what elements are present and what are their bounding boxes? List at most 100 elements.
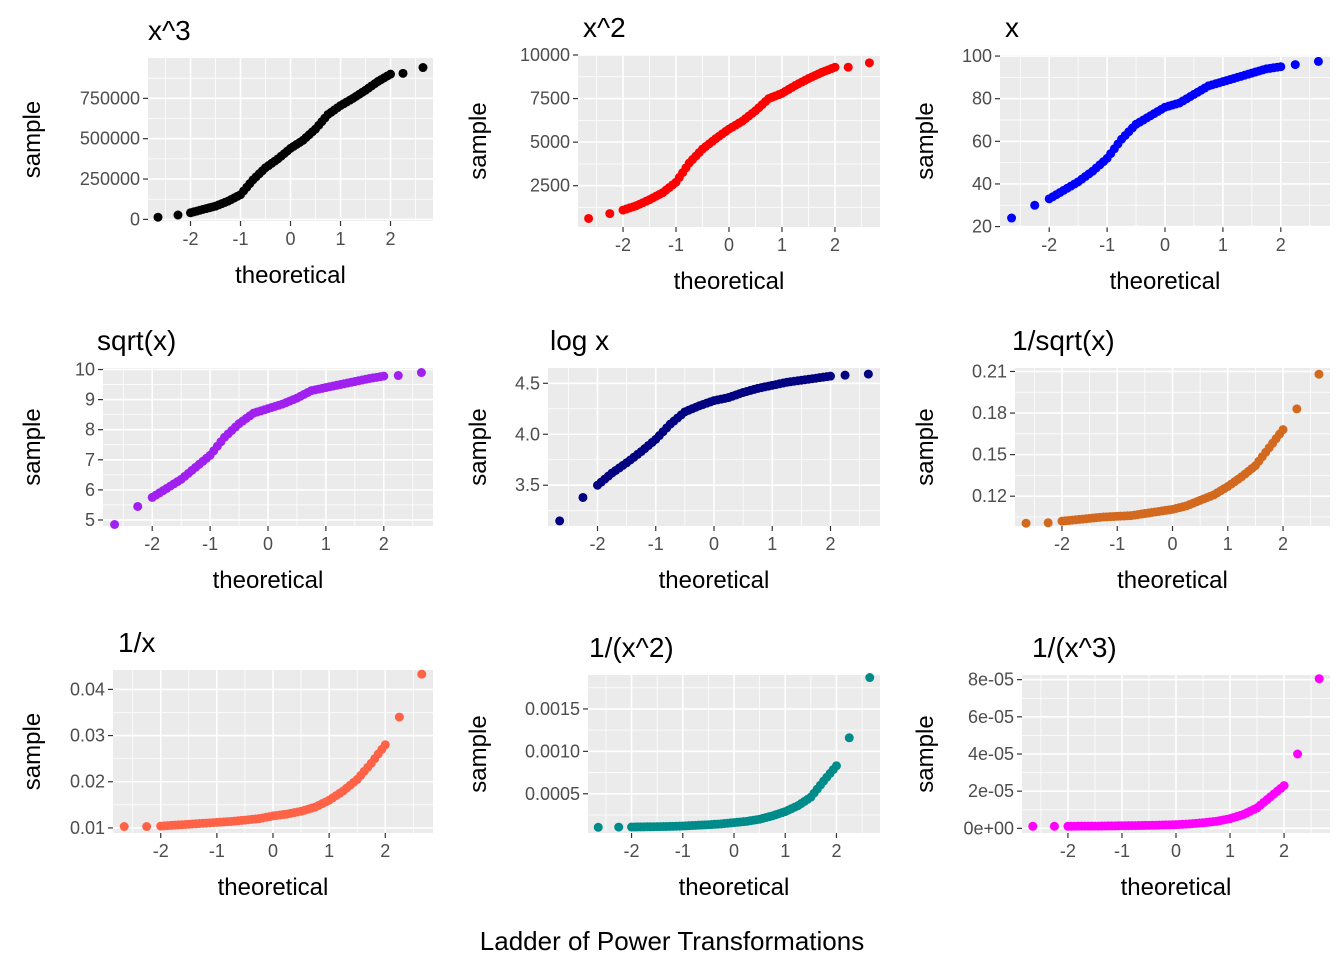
y-tick-label: 80	[972, 89, 992, 109]
y-tick-label: 0.03	[70, 726, 105, 746]
y-tick-label: 8e-05	[968, 670, 1014, 690]
y-tick-label: 9	[85, 390, 95, 410]
data-point	[417, 669, 427, 679]
x-tick-label: 1	[335, 229, 345, 249]
x-tick-label: 1	[1225, 841, 1235, 861]
x-tick-label: -1	[1114, 841, 1130, 861]
data-point	[865, 673, 875, 683]
x-tick-label: -1	[1109, 534, 1125, 554]
x-tick-label: -2	[153, 841, 169, 861]
data-point	[584, 213, 594, 223]
x-tick-label: 2	[831, 841, 841, 861]
data-point	[593, 822, 603, 832]
panel-title: x^3	[148, 15, 191, 46]
y-axis-label: sample	[465, 408, 492, 485]
x-tick-label: 1	[321, 534, 331, 554]
panel-3: -2 -1 0 1 2 20 40 60 80 100 x theoretical sample	[912, 12, 1330, 295]
data-point	[1313, 56, 1323, 66]
panel-title: sqrt(x)	[97, 325, 176, 356]
panel-title: log x	[550, 325, 609, 356]
x-axis-label: theoretical	[218, 874, 329, 901]
data-point	[1030, 200, 1040, 210]
y-tick-label: 0.02	[70, 772, 105, 792]
data-point	[1314, 369, 1324, 379]
x-tick-label: -1	[675, 841, 691, 861]
y-axis-label: sample	[465, 102, 492, 179]
x-tick-label: 1	[767, 534, 777, 554]
y-tick-label: 7	[85, 450, 95, 470]
y-tick-label: 500000	[80, 129, 140, 149]
y-axis-label: sample	[912, 715, 939, 792]
y-tick-label: 0.12	[972, 486, 1007, 506]
x-tick-label: -2	[615, 235, 631, 255]
x-tick-label: 2	[1278, 534, 1288, 554]
x-tick-label: -1	[1099, 235, 1115, 255]
x-tick-label: 0	[1160, 235, 1170, 255]
y-tick-label: 4.5	[515, 373, 540, 393]
data-point	[110, 519, 120, 529]
panel-6: -2 -1 0 1 2 0.12 0.15 0.18 0.211/sqrt(x) theoreti…	[912, 325, 1330, 594]
data-point	[1290, 60, 1300, 70]
x-tick-label: 1	[777, 235, 787, 255]
figure-caption: Ladder of Power Transformations	[480, 926, 864, 956]
x-axis-label: theoretical	[1117, 567, 1228, 594]
data-point	[863, 369, 873, 379]
x-tick-label: -2	[144, 534, 160, 554]
data-point	[398, 68, 408, 78]
x-tick-label: 2	[825, 534, 835, 554]
y-tick-label: 6	[85, 480, 95, 500]
y-tick-label: 0	[130, 209, 140, 229]
data-point	[1292, 404, 1302, 414]
data-point	[578, 492, 588, 502]
panel-8: -2 -1 0 1 2 0.0005 0.0010 0.0015 1/(x^2) theoreti…	[465, 632, 880, 901]
x-tick-label: 0	[1171, 841, 1181, 861]
data-point	[1293, 749, 1303, 759]
data-point	[133, 501, 143, 511]
data-point	[605, 209, 615, 219]
y-tick-label: 0.01	[70, 818, 105, 838]
x-tick-label: 0	[729, 841, 739, 861]
y-tick-label: 8	[85, 420, 95, 440]
x-axis-label: theoretical	[213, 567, 324, 594]
x-tick-label: 1	[1223, 534, 1233, 554]
y-tick-label: 40	[972, 174, 992, 194]
y-tick-label: 60	[972, 131, 992, 151]
data-point	[864, 58, 874, 68]
y-tick-label: 100	[962, 46, 992, 66]
y-tick-label: 0.18	[972, 403, 1007, 423]
panel-title: 1/sqrt(x)	[1012, 325, 1115, 356]
data-point	[555, 516, 565, 526]
panel-1: -2 -1 0 1 2 0 250000 500000 750000 x^3 theoretical…	[19, 15, 433, 289]
y-tick-label: 7500	[530, 89, 570, 109]
y-tick-label: 2e-05	[968, 781, 1014, 801]
data-point	[153, 212, 163, 222]
panel-title: x	[1005, 12, 1019, 43]
x-tick-label: -1	[202, 534, 218, 554]
y-tick-label: 20	[972, 217, 992, 237]
y-axis-label: sample	[912, 102, 939, 179]
data-point	[1279, 781, 1289, 791]
x-tick-label: -2	[1060, 841, 1076, 861]
y-tick-label: 0.21	[972, 361, 1007, 381]
data-point	[830, 62, 840, 72]
data-point	[379, 371, 389, 381]
data-point	[142, 822, 152, 832]
x-tick-label: 0	[285, 229, 295, 249]
data-point	[394, 712, 404, 722]
x-tick-label: -2	[1054, 534, 1070, 554]
panel-2: -2 -1 0 1 2 2500 5000 7500 10000 x^2 theoretical sa…	[465, 12, 880, 295]
data-point	[1007, 213, 1017, 223]
panel-title: 1/(x^2)	[589, 632, 674, 663]
y-tick-label: 0.0005	[525, 784, 580, 804]
y-tick-label: 2500	[530, 176, 570, 196]
x-tick-label: -2	[182, 229, 198, 249]
x-tick-label: 0	[709, 534, 719, 554]
y-tick-label: 4e-05	[968, 744, 1014, 764]
x-tick-label: -1	[232, 229, 248, 249]
x-tick-label: 0	[263, 534, 273, 554]
x-tick-label: 0	[724, 235, 734, 255]
panel-5: -2 -1 0 1 2 3.5 4.0 4.5 log x theoretical sample	[465, 325, 880, 594]
y-tick-label: 4.0	[515, 424, 540, 444]
data-point	[393, 371, 403, 381]
y-tick-label: 0.0010	[525, 741, 580, 761]
